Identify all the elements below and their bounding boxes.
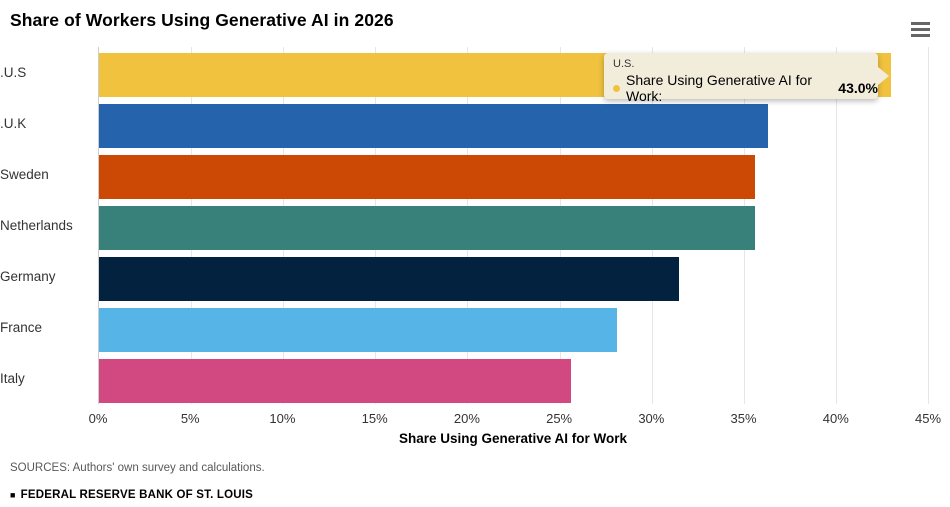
hamburger-bar — [911, 22, 930, 26]
hamburger-bar — [911, 27, 930, 32]
bar-netherlands[interactable] — [99, 206, 755, 250]
tooltip-arrow — [878, 67, 889, 85]
bar-italy[interactable] — [99, 359, 571, 403]
y-axis-category-labels: U.S. U.K. Sweden Netherlands Germany France It… — [0, 47, 86, 404]
bar-france[interactable] — [99, 308, 617, 352]
x-axis-tick-labels: 0% 5% 10% 15% 20% 25% 30% 35% 40% 45% — [89, 411, 941, 427]
gridline — [835, 47, 837, 404]
plot-area — [98, 47, 929, 404]
x-tick-label: 25% — [546, 411, 573, 426]
chart-title: Share of Workers Using Generative AI in … — [10, 10, 394, 30]
category-label-france: France — [0, 320, 43, 335]
gridline — [928, 47, 929, 404]
x-axis-title: Share Using Generative AI for Work — [398, 431, 628, 446]
x-tick-label: 20% — [453, 411, 480, 426]
x-tick-label: 30% — [638, 411, 665, 426]
bar-row — [99, 149, 928, 200]
bar-germany[interactable] — [99, 257, 680, 301]
category-label-italy: Italy — [0, 371, 25, 386]
bar-row — [99, 302, 928, 353]
hamburger-menu-icon[interactable] — [911, 22, 930, 37]
bar-row — [99, 200, 928, 251]
bar-row — [99, 353, 928, 404]
bar-uk[interactable] — [99, 104, 768, 148]
tooltip: U.S. Share Using Generative AI for Work:… — [604, 53, 889, 104]
square-bullet-icon: ■ — [10, 490, 16, 500]
bar-sweden[interactable] — [99, 155, 755, 199]
x-tick-label: 35% — [730, 411, 757, 426]
bar-row — [99, 98, 928, 149]
x-tick-label: 40% — [822, 411, 849, 426]
tooltip-series-label: Share Using Generative AI for Work: — [626, 72, 812, 104]
category-label-germany: Germany — [0, 269, 56, 284]
branding-text: FEDERAL RESERVE BANK OF ST. LOUIS — [20, 489, 254, 501]
category-label-uk: U.K. — [0, 116, 27, 131]
category-label-us: U.S. — [0, 65, 27, 80]
tooltip-value: 43.0% — [838, 80, 878, 96]
x-tick-label: 45% — [914, 411, 942, 426]
series-bullet-icon — [613, 84, 620, 92]
x-tick-label: 0% — [88, 411, 108, 426]
hamburger-bar — [911, 33, 930, 37]
category-label-netherlands: Netherlands — [0, 218, 73, 233]
bar-row — [99, 251, 928, 302]
category-label-sweden: Sweden — [0, 167, 49, 182]
x-tick-label: 15% — [361, 411, 388, 426]
x-tick-label: 5% — [180, 411, 200, 426]
branding-line: ■ FEDERAL RESERVE BANK OF ST. LOUIS — [10, 489, 253, 501]
x-tick-label: 10% — [269, 411, 296, 426]
tooltip-category: U.S. — [613, 58, 635, 70]
sources-note: SOURCES: Authors' own survey and calcula… — [10, 462, 265, 474]
